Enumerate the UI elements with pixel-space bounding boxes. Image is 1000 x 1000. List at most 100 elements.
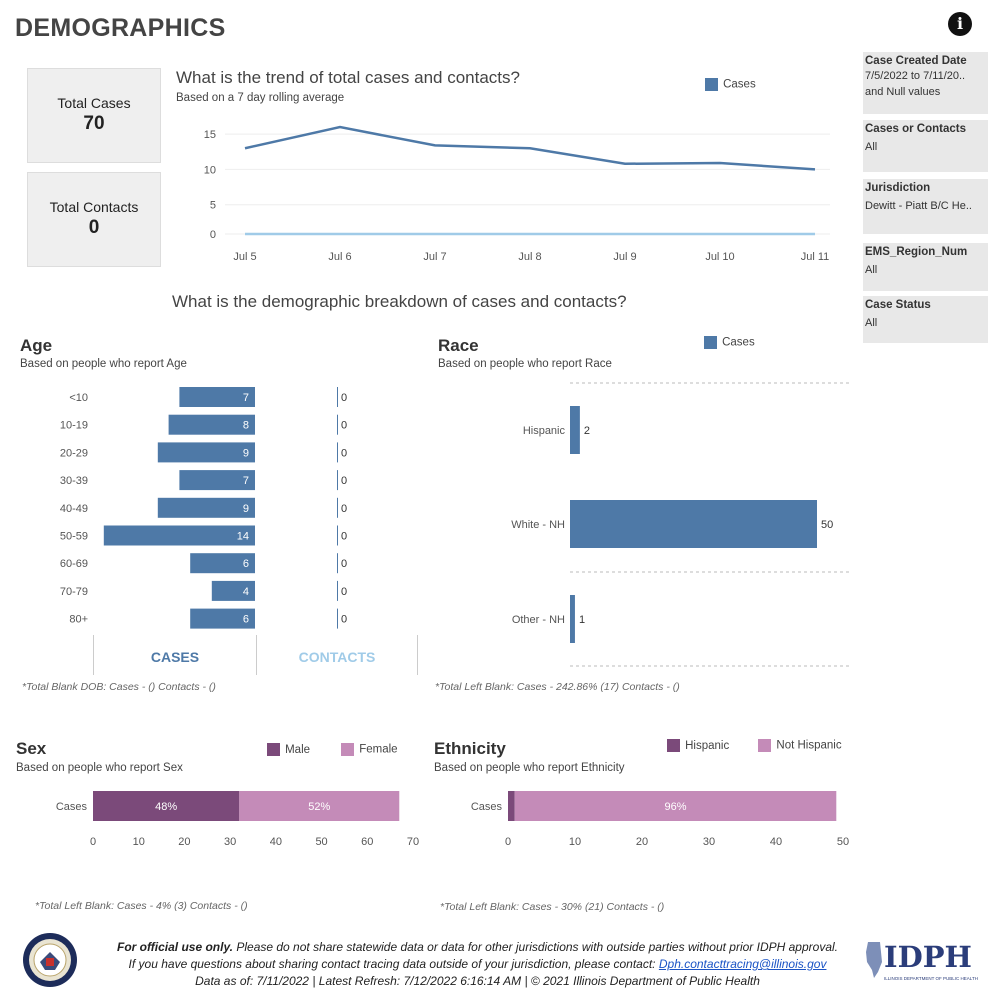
- age-category-label: 40-49: [60, 503, 88, 515]
- filter-value: Dewitt - Piatt B/C He..: [865, 200, 972, 212]
- trend-question: What is the trend of total cases and con…: [176, 68, 520, 87]
- filter-jurisdiction[interactable]: Jurisdiction Dewitt - Piatt B/C He..: [863, 179, 988, 234]
- trend-chart: 0 5 10 15 Jul 5 Jul 6 Jul 7 Jul 8 Jul 9 Jul 10 Jul…: [204, 125, 830, 263]
- x-tick-label: Jul 6: [328, 251, 351, 263]
- age-contacts-bar: [337, 525, 338, 546]
- stacked-segment-0: [93, 791, 240, 821]
- footer-text: For official use only. Please do not sha…: [95, 939, 860, 990]
- filter-value: 7/5/2022 to 7/11/20..: [865, 70, 966, 82]
- age-cases-value: 6: [243, 614, 249, 626]
- total-cases-value: 70: [83, 113, 105, 134]
- age-contacts-bar: [337, 608, 338, 629]
- filter-label: Case Status: [865, 299, 931, 311]
- ethnicity-subtitle: Based on people who report Ethnicity: [434, 762, 625, 774]
- x-tick-label: 10: [569, 836, 581, 848]
- age-category-label: 10-19: [60, 420, 88, 432]
- footer-line1-rest: Please do not share statewide data or da…: [233, 940, 839, 954]
- filter-case-created-date[interactable]: Case Created Date 7/5/2022 to 7/11/20.. …: [863, 52, 988, 114]
- age-chart: <10 7 0 10-19 8 0 20-29 9 0 30-39 7 0 40-49 9 0 50-59 14…: [60, 387, 347, 629]
- segment-label: 48%: [155, 801, 177, 813]
- race-value: 50: [821, 519, 833, 531]
- filter-ems-region[interactable]: EMS_Region_Num All: [863, 243, 988, 291]
- race-bar: [570, 406, 580, 454]
- legend-label: Cases: [723, 78, 756, 91]
- legend-label-not-hispanic: Not Hispanic: [776, 739, 842, 752]
- race-category-label: Other - NH: [512, 614, 565, 626]
- age-cases-value: 9: [243, 503, 249, 515]
- category-label: Cases: [471, 801, 503, 813]
- age-contacts-bar: [337, 580, 338, 601]
- trend-legend: Cases: [705, 74, 756, 93]
- tab-cases[interactable]: CASES: [150, 649, 200, 665]
- age-subtitle: Based on people who report Age: [20, 358, 187, 370]
- age-category-label: <10: [69, 392, 88, 404]
- filter-cases-or-contacts[interactable]: Cases or Contacts All: [863, 120, 988, 172]
- total-contacts-value: 0: [88, 217, 100, 238]
- footer-line-1: For official use only. Please do not sha…: [95, 939, 860, 956]
- age-contacts-value: 0: [341, 531, 347, 543]
- age-category-label: 50-59: [60, 531, 88, 543]
- race-category-label: White - NH: [511, 519, 565, 531]
- x-tick-label: 50: [315, 836, 327, 848]
- x-tick-label: 30: [224, 836, 236, 848]
- tab-divider: [256, 635, 257, 675]
- ethnicity-legend: Hispanic Not Hispanic: [667, 735, 842, 754]
- x-tick-label: 60: [361, 836, 373, 848]
- age-category-label: 80+: [69, 614, 88, 626]
- series-line-0: [244, 125, 816, 171]
- x-tick-label: 20: [636, 836, 648, 848]
- age-cases-value: 7: [243, 475, 249, 487]
- total-cases-label: Total Cases: [57, 95, 131, 111]
- x-tick-label: 20: [178, 836, 190, 848]
- age-contacts-bar: [337, 414, 338, 435]
- x-tick-label: 0: [505, 836, 511, 848]
- sex-note: *Total Left Blank: Cases - 4% (3) Contac…: [35, 900, 248, 912]
- x-tick-label: 40: [770, 836, 782, 848]
- segment-label: 96%: [664, 801, 686, 813]
- age-contacts-bar: [337, 442, 338, 463]
- race-bar: [570, 595, 575, 643]
- age-cases-value: 6: [243, 558, 249, 570]
- y-tick-label: 15: [204, 129, 216, 141]
- race-value: 2: [584, 425, 590, 437]
- legend-swatch-cases: [704, 336, 717, 349]
- age-note: *Total Blank DOB: Cases - () Contacts - …: [22, 681, 216, 693]
- filter-case-status[interactable]: Case Status All: [863, 296, 988, 343]
- age-cases-bar: [190, 553, 255, 574]
- ethnicity-note: *Total Left Blank: Cases - 30% (21) Cont…: [440, 901, 665, 913]
- age-cases-value: 9: [243, 447, 249, 459]
- race-category-label: Hispanic: [523, 425, 566, 437]
- stacked-segment-1: [514, 791, 837, 821]
- legend-swatch-female: [341, 743, 355, 756]
- legend-label-hispanic: Hispanic: [685, 739, 730, 752]
- filter-value: All: [865, 317, 878, 329]
- footer-line2-text: If you have questions about sharing cont…: [128, 957, 659, 971]
- age-contacts-value: 0: [341, 558, 347, 570]
- y-tick-label: 0: [210, 229, 216, 241]
- idph-logo: IDPH ILLINOIS DEPARTMENT OF PUBLIC HEALT…: [864, 940, 978, 981]
- age-contacts-bar: [337, 387, 338, 407]
- legend-swatch-cases: [705, 78, 718, 91]
- y-tick-label: 5: [210, 200, 216, 212]
- x-tick-label: Jul 5: [233, 251, 256, 263]
- sex-subtitle: Based on people who report Sex: [16, 762, 183, 774]
- info-icon[interactable]: i: [948, 12, 972, 36]
- age-cases-value: 7: [243, 392, 249, 404]
- stacked-segment-1: [239, 791, 400, 821]
- x-tick-label: 70: [407, 836, 419, 848]
- tab-contacts[interactable]: CONTACTS: [298, 649, 376, 665]
- legend-label-female: Female: [359, 743, 398, 756]
- legend-swatch-male: [267, 743, 280, 756]
- filter-label: Case Created Date: [865, 55, 967, 67]
- footer-line-2: If you have questions about sharing cont…: [95, 956, 860, 973]
- sex-legend: Male Female: [267, 739, 398, 758]
- x-tick-label: Jul 9: [613, 251, 636, 263]
- footer-bold: For official use only.: [116, 940, 234, 954]
- filter-value-2: and Null values: [865, 86, 941, 98]
- race-title: Race: [438, 336, 479, 355]
- contact-email-link[interactable]: Dph.contacttracing@illinois.gov: [658, 957, 827, 971]
- x-tick-label: Jul 10: [705, 251, 734, 263]
- x-tick-label: Jul 7: [423, 251, 446, 263]
- x-tick-label: 40: [270, 836, 282, 848]
- x-tick-label: 0: [90, 836, 96, 848]
